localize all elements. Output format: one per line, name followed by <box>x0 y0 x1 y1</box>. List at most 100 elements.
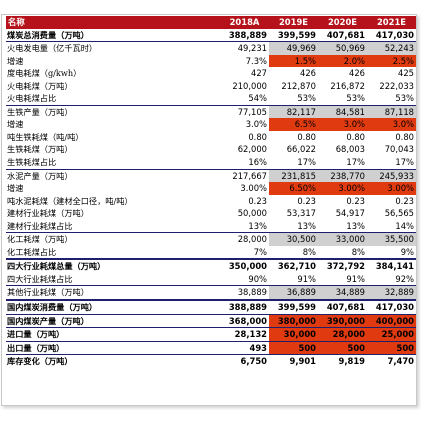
row-value-2021e: 35,500 <box>367 232 416 246</box>
table-frame: 名称 2018A 2019E 2020E 2021E 煤炭总消费量（万吨） 388… <box>1 14 417 406</box>
row-label: 吨水泥耗煤（建材全口径，吨/吨） <box>7 195 133 206</box>
row-value-2020e: 390,000 <box>318 314 367 329</box>
table-row: 化工耗煤占比 7% 8% 8% 9% <box>6 245 416 261</box>
row-value-2020e: 2.0% <box>318 54 367 68</box>
row-label: 度电耗煤（g/kwh） <box>7 68 82 79</box>
table-row: 四大行业耗煤总量（万吨） 350,000 362,710 372,792 384,141 <box>6 259 416 273</box>
table-row: 度电耗煤（g/kwh） 427 426 426 425 <box>6 67 416 80</box>
row-value-2020e: 0.80 <box>346 131 365 142</box>
row-value-2020e: 28,000 <box>318 327 367 342</box>
table-row: 吨生铁耗煤（吨/吨） 0.80 0.80 0.80 0.80 <box>6 131 416 144</box>
row-value-2018a: 388,889 <box>220 28 269 43</box>
row-value-2020e: 50,969 <box>318 41 367 55</box>
row-value-2018a: 50,000 <box>237 208 267 219</box>
row-value-2018a: 16% <box>220 156 269 170</box>
row-value-2020e: 53% <box>318 92 367 106</box>
row-label: 国内煤炭消费量（万吨） <box>6 300 220 315</box>
row-value-2018a: 6,750 <box>240 356 268 367</box>
table-row: 建材行业耗煤（万吨） 50,000 53,317 54,917 56,565 <box>6 207 416 220</box>
row-value-2021e: 3.0% <box>367 118 416 131</box>
row-label: 其他行业耗煤（万吨） <box>6 285 220 302</box>
row-value-2018a: 49,231 <box>237 43 267 54</box>
row-value-2018a: 0.80 <box>248 131 267 142</box>
row-value-2018a: 28,000 <box>237 234 267 245</box>
row-value-2018a: 7% <box>220 245 269 261</box>
row-value-2018a: 3.0% <box>245 119 267 130</box>
row-value-2020e: 84,581 <box>318 105 367 119</box>
row-value-2019e: 30,000 <box>269 327 318 342</box>
row-label: 化工耗煤占比 <box>6 245 220 261</box>
row-value-2021e: 52,243 <box>367 41 416 55</box>
header-2018a: 2018A <box>220 16 269 29</box>
row-value-2018a: 28,132 <box>220 327 269 342</box>
row-label: 增速 <box>7 55 24 66</box>
row-value-2020e: 500 <box>318 341 367 356</box>
row-label: 化工耗煤（万吨） <box>7 234 73 245</box>
row-value-2020e: 0.23 <box>346 195 365 206</box>
row-value-2021e: 7,470 <box>387 356 415 367</box>
table-row: 建材行业耗煤占比 13% 13% 13% 14% <box>6 219 416 234</box>
row-value-2019e: 0.80 <box>297 131 316 142</box>
row-value-2018a: 368,000 <box>220 314 269 329</box>
row-value-2019e: 500 <box>269 341 318 356</box>
row-label: 火电耗煤（万吨） <box>7 80 73 91</box>
row-value-2019e: 1.5% <box>269 54 318 68</box>
header-2021e: 2021E <box>367 16 416 29</box>
row-value-2019e: 9,901 <box>289 356 317 367</box>
table-row: 生铁耗煤（万吨） 62,000 66,022 68,003 70,043 <box>6 143 416 156</box>
row-value-2021e: 3.00% <box>367 182 416 195</box>
table-row: 增速 3.0% 6.5% 3.0% 3.0% <box>6 118 416 131</box>
row-value-2020e: 91% <box>318 272 367 287</box>
row-value-2019e: 6.50% <box>269 182 318 195</box>
row-value-2020e: 13% <box>318 219 367 234</box>
row-value-2019e: 91% <box>269 272 318 287</box>
row-value-2020e: 216,872 <box>330 80 365 91</box>
row-value-2019e: 82,117 <box>269 105 318 119</box>
header-2019e: 2019E <box>269 16 318 29</box>
row-value-2020e: 17% <box>318 156 367 170</box>
table-row: 火电耗煤（万吨） 210,000 212,870 216,872 222,033 <box>6 80 416 93</box>
table-row: 煤炭总消费量（万吨） 388,889 399,599 407,681 417,030 <box>6 28 416 43</box>
row-label: 建材行业耗煤占比 <box>6 219 220 234</box>
row-value-2021e: 14% <box>367 219 416 234</box>
row-value-2019e: 6.5% <box>269 118 318 131</box>
row-value-2021e: 87,118 <box>367 105 416 119</box>
row-value-2019e: 13% <box>269 219 318 234</box>
row-value-2018a: 493 <box>220 341 269 356</box>
row-value-2020e: 407,681 <box>318 300 367 315</box>
row-value-2021e: 222,033 <box>379 80 414 91</box>
table-row: 生铁产量（万吨） 77,105 82,117 84,581 87,118 <box>6 105 416 119</box>
row-value-2020e: 54,917 <box>335 208 365 219</box>
row-value-2018a: 90% <box>220 272 269 287</box>
row-value-2018a: 427 <box>251 68 267 79</box>
row-value-2018a: 388,889 <box>220 300 269 315</box>
row-value-2020e: 33,000 <box>318 232 367 246</box>
table-row: 火电发电量（亿千瓦时） 49,231 49,969 50,969 52,243 <box>6 41 416 55</box>
row-label: 出口量（万吨） <box>6 341 220 356</box>
table-row: 化工耗煤（万吨） 28,000 30,500 33,000 35,500 <box>6 232 416 246</box>
row-value-2018a: 77,105 <box>237 106 267 117</box>
row-value-2018a: 210,000 <box>232 80 267 91</box>
row-value-2021e: 400,000 <box>367 314 416 329</box>
row-label: 吨生铁耗煤（吨/吨） <box>7 131 84 142</box>
row-value-2018a: 62,000 <box>237 144 267 155</box>
row-value-2019e: 30,500 <box>269 232 318 246</box>
table-row: 进口量（万吨） 28,132 30,000 28,000 25,000 <box>6 327 416 342</box>
row-label: 火电发电量（亿千瓦时） <box>7 43 98 54</box>
row-value-2021e: 70,043 <box>384 144 414 155</box>
row-value-2018a: 350,000 <box>228 261 267 272</box>
row-value-2021e: 500 <box>367 341 416 356</box>
row-value-2018a: 7.3% <box>245 55 267 66</box>
row-value-2018a: 13% <box>220 219 269 234</box>
row-value-2020e: 34,889 <box>318 285 367 302</box>
row-value-2020e: 68,003 <box>335 144 365 155</box>
table-row: 国内煤炭消费量（万吨） 388,889 399,599 407,681 417,030 <box>6 300 416 315</box>
row-value-2020e: 407,681 <box>318 28 367 43</box>
row-value-2019e: 36,889 <box>269 285 318 302</box>
table-row: 生铁耗煤占比 16% 17% 17% 17% <box>6 156 416 170</box>
row-value-2021e: 17% <box>367 156 416 170</box>
row-value-2021e: 25,000 <box>367 327 416 342</box>
row-value-2021e: 53% <box>367 92 416 106</box>
row-value-2018a: 0.23 <box>248 195 267 206</box>
table-row: 国内煤炭产量（万吨） 368,000 380,000 390,000 400,000 <box>6 314 416 329</box>
